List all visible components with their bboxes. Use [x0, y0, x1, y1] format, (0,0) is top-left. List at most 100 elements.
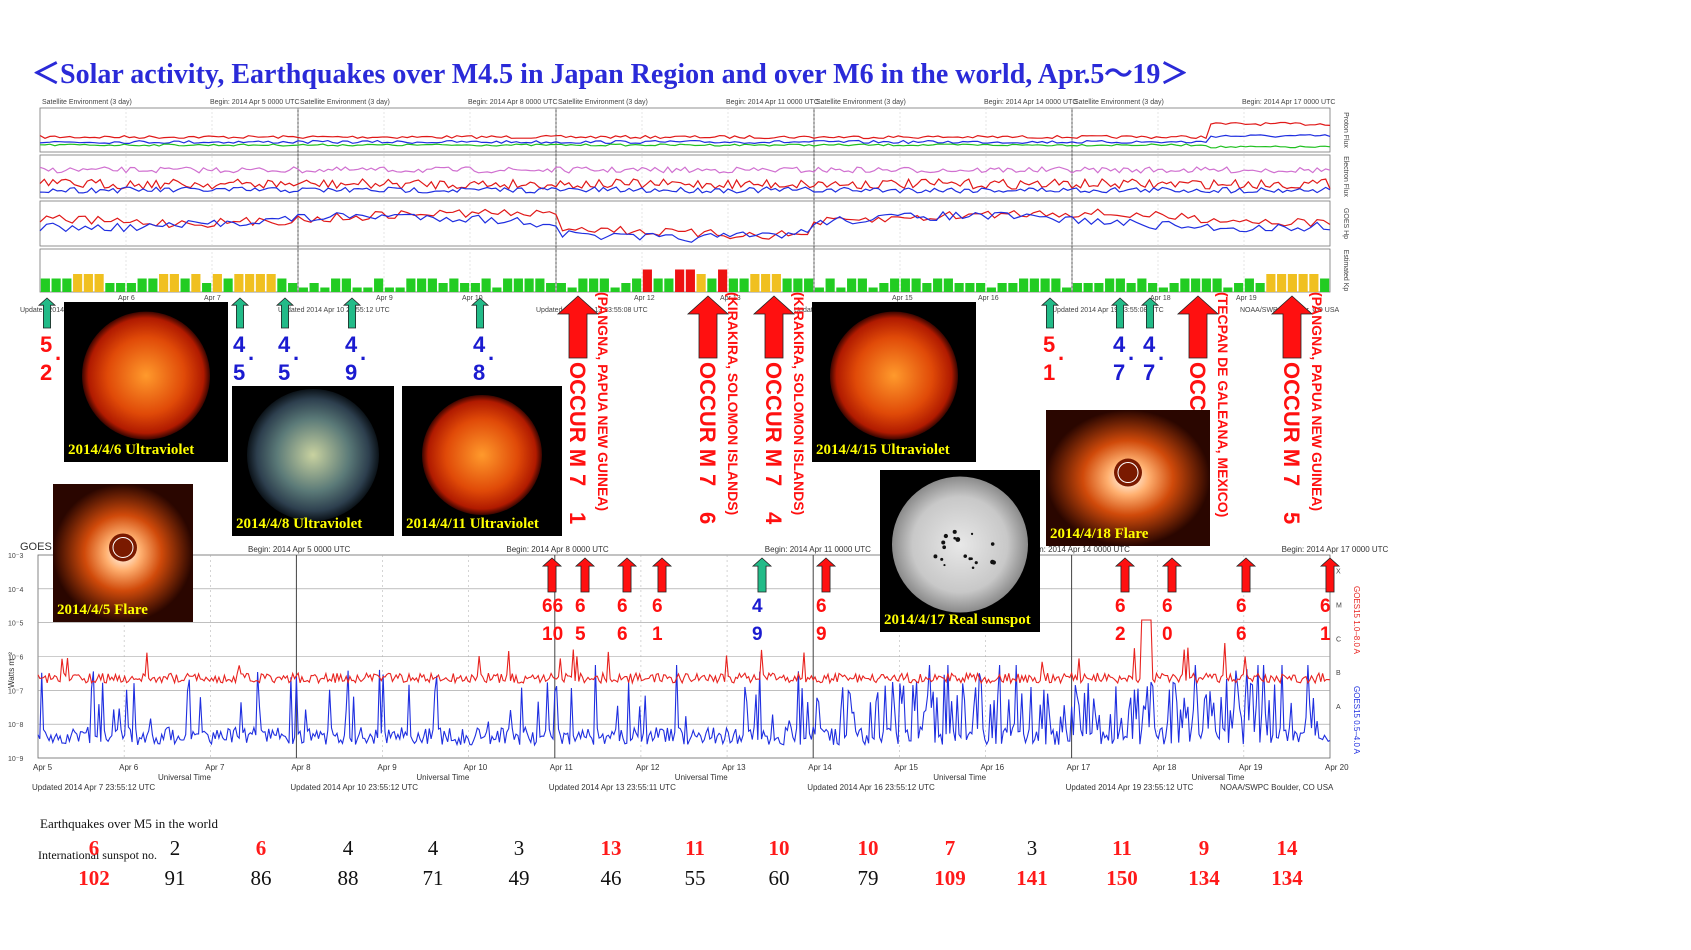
m7-place-label: (TECPAN DE GALEANA, MEXICO) [1215, 292, 1231, 517]
sunspot-dot [990, 542, 995, 546]
xray-short-series [37, 664, 1331, 747]
kp-bar [578, 278, 588, 292]
solar-image-coronagraph: 2014/4/5 Flare [53, 484, 193, 622]
m7-mag-dec: 6 [695, 512, 720, 524]
kp-bar [879, 283, 889, 292]
xray-x-tick: Apr 19 [1239, 763, 1263, 772]
world-quake-mag-int: 6 [575, 596, 586, 617]
kp-bar [847, 278, 857, 292]
xray-x-tick: Apr 16 [980, 763, 1004, 772]
kp-bar [513, 278, 523, 292]
satellite-environment-panel: Satellite Environment (3 day) Begin: 2014… [20, 99, 1349, 314]
m7-quake-label: OCCUR M 7 6 [695, 362, 720, 524]
kp-bar [40, 278, 50, 292]
kp-bar [277, 278, 287, 292]
kp-bar [857, 278, 867, 292]
kp-bar [503, 278, 513, 292]
kp-bar [1115, 278, 1125, 292]
world-quake-mag-dec: 9 [752, 624, 763, 645]
japan-quake-arrow [275, 297, 295, 329]
xray-updated-label: Updated 2014 Apr 10 23:55:12 UTC [290, 783, 418, 792]
kp-bar [1148, 283, 1158, 292]
image-caption: 2014/4/15 Ultraviolet [816, 442, 950, 458]
japan-quake-mag-int: 4 [278, 332, 291, 357]
sunspot-number: 71 [422, 866, 444, 890]
m7-quake-label: OCCUR M 7 1 [565, 362, 590, 524]
kp-bar [868, 287, 878, 292]
kp-bar [1094, 283, 1104, 292]
kp-bar [1223, 287, 1233, 292]
japan-quake-dot: . [1158, 340, 1164, 365]
panel-header: Satellite Environment (3 day) [816, 99, 906, 106]
panel-begin-label: Begin: 2014 Apr 17 0000 UTC [1242, 99, 1335, 106]
world-quake-arrow [541, 557, 563, 593]
kp-bar [202, 283, 212, 292]
m7-place-label: (PANGNA, PAPUA NEW GUINEA) [595, 292, 611, 511]
kp-bar [750, 274, 760, 292]
m7-place-text: (TECPAN DE GALEANA, MEXICO) [1215, 292, 1231, 517]
japan-quake-mag-int: 4 [1113, 332, 1126, 357]
world-quake-arrow [616, 557, 638, 593]
kp-bar [943, 278, 953, 292]
xray-x-tick: Apr 17 [1067, 763, 1091, 772]
xray-x-tick: Apr 12 [636, 763, 660, 772]
kp-bar [374, 278, 384, 292]
earthquake-count: 11 [1112, 836, 1132, 860]
m7-place-label: (KIRAKIRA, SOLOMON ISLANDS) [791, 292, 807, 515]
japan-quake-mag-dec: 9 [345, 360, 357, 385]
xray-x-tick: Apr 13 [722, 763, 746, 772]
kp-bar [62, 278, 72, 292]
xray-noaa-label: NOAA/SWPC Boulder, CO USA [1220, 783, 1334, 792]
kp-bar [1008, 283, 1018, 292]
kp-x-tick: Apr 12 [634, 295, 655, 302]
japan-quake-dot: . [488, 340, 494, 365]
xray-universal-time: Universal Time [416, 773, 469, 782]
world-quake-mag-int: 6 [617, 596, 628, 617]
kp-bar [298, 287, 308, 292]
sunspot-number: 150 [1106, 866, 1138, 890]
kp-x-tick: Apr 19 [1236, 295, 1257, 302]
earthquake-count: 7 [944, 836, 956, 860]
solar-image-sun-orange: 2014/4/15 Ultraviolet [812, 302, 976, 462]
kp-bar [761, 274, 771, 292]
japan-quake-mag-dec: 2 [40, 360, 52, 385]
xray-right-label-long: GOES15 1.0–8.0 A [1352, 586, 1361, 655]
sunspot-dot [952, 529, 957, 534]
japan-quake-mag-dec: 7 [1113, 360, 1125, 385]
kp-bar [460, 283, 470, 292]
earthquake-count: 6 [255, 836, 267, 860]
xray-y-tick: 10⁻3 [8, 553, 23, 560]
goes-hp-line [39, 210, 1331, 243]
world-quake-mag-int: 6 [652, 596, 663, 617]
kp-bar [395, 287, 405, 292]
kp-bar [94, 274, 104, 292]
kp-bar [1083, 283, 1093, 292]
sunspot-dot [971, 566, 975, 570]
sunspot-dot [942, 545, 947, 550]
world-quake-mag-dec: 6 [1236, 624, 1247, 645]
kp-bar [804, 278, 814, 292]
kp-bar [427, 278, 437, 292]
kp-bar [1158, 287, 1168, 292]
earthquake-count: 4 [427, 836, 439, 860]
japan-quake-arrow [230, 297, 250, 329]
kp-bar [169, 274, 179, 292]
m7-quake-arrow [556, 295, 600, 359]
japan-quake-arrow [37, 297, 57, 329]
kp-bar [288, 283, 298, 292]
kp-bar [212, 274, 222, 292]
m7-mag-int: 7 [565, 474, 590, 486]
image-caption: 2014/4/8 Ultraviolet [236, 516, 362, 532]
kp-bar [782, 278, 792, 292]
kp-bar [976, 283, 986, 292]
kp-bar [621, 283, 631, 292]
sunspot-number: 46 [600, 866, 622, 890]
kp-bar [255, 274, 265, 292]
m7-quake-arrow [752, 295, 796, 359]
panel-header: Satellite Environment (3 day) [1074, 99, 1164, 106]
solar-image-sun-orange: 2014/4/6 Ultraviolet [64, 302, 228, 462]
sunspot-dot [953, 536, 957, 540]
world-quake-mag-dec: 9 [816, 624, 827, 645]
earthquake-count: 14 [1276, 836, 1298, 860]
